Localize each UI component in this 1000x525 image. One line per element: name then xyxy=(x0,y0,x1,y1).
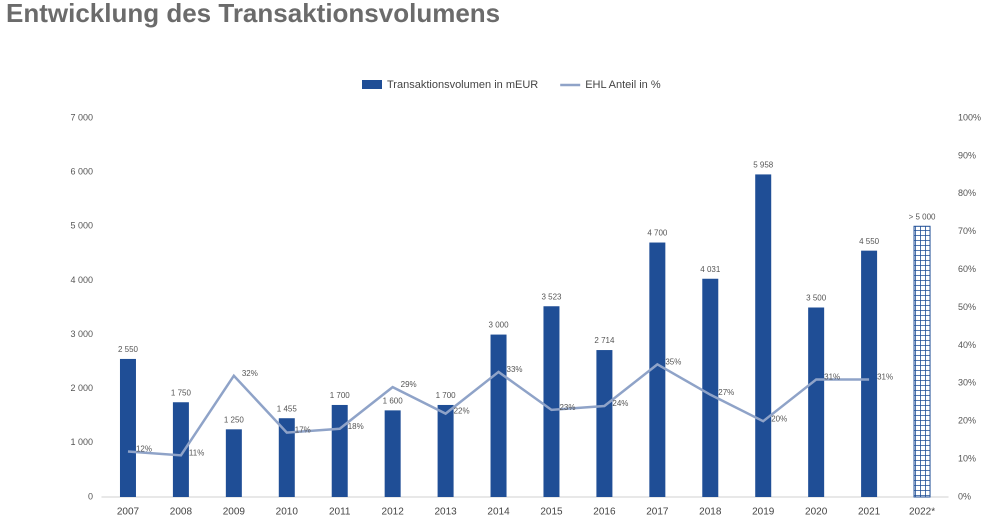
line-value-label: 18% xyxy=(348,422,364,431)
x-tick-label: 2009 xyxy=(223,507,246,518)
line-value-label: 31% xyxy=(824,373,840,382)
x-tick-label: 2007 xyxy=(117,507,140,518)
line-value-label: 22% xyxy=(454,407,470,416)
bar xyxy=(861,250,878,497)
line-value-label: 32% xyxy=(242,369,258,378)
bar-value-label: 4 550 xyxy=(859,237,880,246)
x-tick-label: 2011 xyxy=(329,507,351,518)
line-value-label: 23% xyxy=(559,403,575,412)
y2-tick-label: 70% xyxy=(958,226,976,236)
x-tick-label: 2010 xyxy=(276,507,299,518)
line-value-label: 17% xyxy=(295,426,311,435)
bar xyxy=(702,278,719,497)
y-tick-label: 3 000 xyxy=(70,329,93,339)
bar xyxy=(172,402,189,497)
x-tick-label: 2020 xyxy=(805,507,828,518)
line-value-label: 12% xyxy=(136,445,152,454)
bar-value-label: 4 700 xyxy=(647,229,668,238)
bar-value-label: 3 523 xyxy=(541,292,562,301)
y2-tick-label: 60% xyxy=(958,264,976,274)
y-tick-label: 0 xyxy=(88,491,93,501)
y-tick-label: 7 000 xyxy=(70,112,93,122)
y2-tick-label: 0% xyxy=(958,491,971,501)
bar xyxy=(913,225,931,498)
y-tick-label: 4 000 xyxy=(70,275,93,285)
line-value-label: 31% xyxy=(877,373,893,382)
y2-tick-label: 90% xyxy=(958,150,976,160)
x-tick-label: 2017 xyxy=(646,507,669,518)
bar xyxy=(331,404,348,497)
line-value-label: 33% xyxy=(507,365,523,374)
y2-tick-label: 100% xyxy=(958,112,981,122)
x-tick-label: 2021 xyxy=(858,507,881,518)
y-tick-label: 2 000 xyxy=(70,383,93,393)
bar xyxy=(649,242,666,497)
line-value-label: 20% xyxy=(771,414,787,423)
line-value-label: 24% xyxy=(612,399,628,408)
x-tick-label: 2019 xyxy=(752,507,775,518)
bar xyxy=(384,410,401,497)
x-tick-label: 2012 xyxy=(382,507,405,518)
y2-tick-label: 30% xyxy=(958,378,976,388)
x-tick-label: 2015 xyxy=(540,507,563,518)
y2-tick-label: 10% xyxy=(958,453,976,463)
bar-value-label: 1 455 xyxy=(277,404,298,413)
line-value-label: 27% xyxy=(718,388,734,397)
bar-value-label: 3 000 xyxy=(489,321,510,330)
bar-value-label: 2 714 xyxy=(594,336,615,345)
bar xyxy=(808,307,825,497)
bar-value-label: 2 550 xyxy=(118,345,139,354)
line-value-label: 35% xyxy=(665,357,681,366)
bar-value-label: 1 750 xyxy=(171,388,192,397)
x-tick-label: 2008 xyxy=(170,507,193,518)
bar xyxy=(490,334,507,497)
chart-title: Entwicklung des Transaktionsvolumens xyxy=(6,0,500,28)
line xyxy=(127,362,870,457)
legend-label: Transaktionsvolumen in mEUR xyxy=(387,79,538,91)
legend-label: EHL Anteil in % xyxy=(585,79,661,91)
bar-value-label: 4 031 xyxy=(700,265,721,274)
x-tick-label: 2022* xyxy=(909,507,935,518)
line-value-label: 29% xyxy=(401,380,417,389)
line-value-label: 11% xyxy=(189,448,204,457)
y-tick-label: 1 000 xyxy=(70,437,93,447)
bar-value-label: 1 600 xyxy=(383,396,404,405)
bar-value-label: 3 500 xyxy=(806,294,827,303)
y2-tick-label: 40% xyxy=(958,340,976,350)
bar xyxy=(119,358,136,497)
y-tick-label: 6 000 xyxy=(70,167,93,177)
bar-value-label: 1 700 xyxy=(436,391,457,400)
x-tick-label: 2013 xyxy=(434,507,457,518)
bar-value-label: 5 958 xyxy=(753,161,774,170)
bar-value-label: > 5 000 xyxy=(909,212,936,221)
x-tick-label: 2014 xyxy=(487,507,510,518)
y2-tick-label: 80% xyxy=(958,188,976,198)
x-tick-label: 2018 xyxy=(699,507,722,518)
bar xyxy=(278,418,295,497)
bar-value-label: 1 700 xyxy=(330,391,351,400)
y2-tick-label: 20% xyxy=(958,416,976,426)
x-tick-label: 2016 xyxy=(593,507,616,518)
legend-swatch xyxy=(362,80,382,89)
bar-value-label: 1 250 xyxy=(224,415,245,424)
y2-tick-label: 50% xyxy=(958,302,976,312)
bar xyxy=(596,350,613,497)
bar xyxy=(543,306,560,497)
bar xyxy=(755,174,772,497)
y-tick-label: 5 000 xyxy=(70,221,93,231)
bar xyxy=(225,429,242,497)
bar xyxy=(437,404,454,497)
